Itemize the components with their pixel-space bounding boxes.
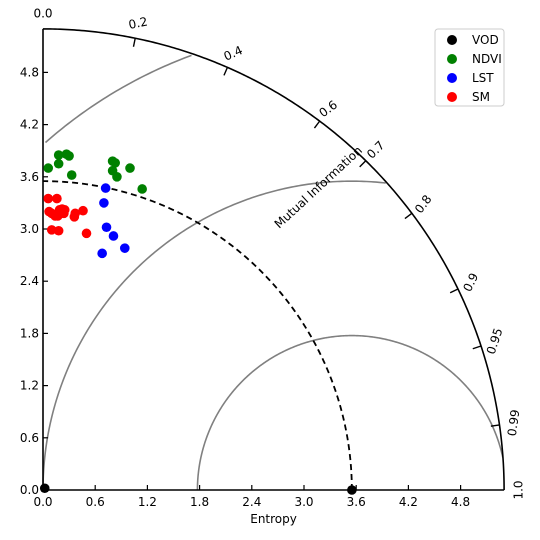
y-tick-label: 4.8 xyxy=(20,65,39,79)
lst-point xyxy=(99,198,109,208)
arc-tick-mark xyxy=(404,212,413,220)
vod-point xyxy=(39,483,50,494)
ndvi-point xyxy=(43,163,54,173)
x-tick-label: 0.0 xyxy=(33,495,52,509)
arc-tick-label: 0.2 xyxy=(127,14,149,32)
legend-label-vod: VOD xyxy=(472,33,499,47)
legend-label-sm: SM xyxy=(472,90,490,104)
legend-items: VOD NDVI LST SM xyxy=(447,33,502,104)
arc-tick-label: 0.9 xyxy=(460,271,481,294)
y-tick-label: 0.0 xyxy=(20,483,39,497)
y-tick-label: 3.6 xyxy=(20,170,39,184)
sm-point xyxy=(59,208,69,219)
arc-tick-label: 0.4 xyxy=(222,43,245,63)
legend-marker-vod xyxy=(447,35,457,45)
x-tick-label: 4.8 xyxy=(451,495,470,509)
centered-arc-3 xyxy=(44,54,192,144)
x-axis-label: Entropy xyxy=(250,512,297,526)
sm-point xyxy=(78,205,88,216)
ndvi-point xyxy=(53,158,64,169)
outer-arc xyxy=(42,28,505,491)
x-tick-label: 2.4 xyxy=(242,495,261,509)
ndvi-point xyxy=(112,172,122,182)
x-tick-label: 0.6 xyxy=(86,495,105,509)
y-tick-label: 0.6 xyxy=(20,431,39,445)
x-tick-label: 3.6 xyxy=(347,495,366,509)
arc-tick-label: 0.7 xyxy=(364,138,387,161)
ndvi-point xyxy=(125,163,135,173)
y-tick-label: 3.0 xyxy=(20,222,39,236)
centered-arc-2 xyxy=(42,180,386,491)
arc-tick-mark xyxy=(472,345,482,350)
x-tick-label: 3.0 xyxy=(294,495,313,509)
ndvi-point xyxy=(66,170,77,180)
arc-tick-label: 0.8 xyxy=(412,192,435,216)
arc-tick-label: 0.99 xyxy=(505,409,523,437)
sm-point xyxy=(43,193,54,204)
arc-axis-label: Mutual Information xyxy=(272,143,365,231)
y-tick-label: 4.2 xyxy=(20,118,39,132)
lst-point xyxy=(108,231,119,241)
arc-tick-label: 0.6 xyxy=(316,98,340,121)
arc-tick-mark xyxy=(490,424,500,427)
arc-tick-mark xyxy=(132,38,136,47)
sm-point xyxy=(46,225,57,235)
arc-tick-label: 0.95 xyxy=(484,326,506,356)
legend-label-ndvi: NDVI xyxy=(472,52,502,66)
y-tick-label: 2.4 xyxy=(20,274,39,288)
lst-point xyxy=(100,183,111,193)
diagram-axes: 0.0 0.6 1.2 1.8 2.4 3.0 3.6 4.2 4.8 0.6 1.2 1.8 2.4 3… xyxy=(20,7,525,509)
legend-marker-ndvi xyxy=(447,54,457,64)
lst-point xyxy=(119,243,130,253)
ndvi-point xyxy=(64,151,74,161)
diagram-arcs xyxy=(42,54,504,491)
sm-point xyxy=(81,228,92,239)
arc-tick-mark xyxy=(359,160,367,168)
lst-point xyxy=(101,222,112,233)
y-tick-label: 1.8 xyxy=(20,326,39,340)
arc-tick-label: 0.0 xyxy=(33,7,52,21)
reference-arc xyxy=(42,180,353,491)
lst-point xyxy=(97,248,107,259)
legend-marker-sm xyxy=(447,92,457,102)
ndvi-point xyxy=(53,150,64,160)
arc-tick-mark xyxy=(223,67,229,76)
sm-point xyxy=(53,225,64,236)
legend-label-lst: LST xyxy=(472,71,494,85)
arc-tick-label: 1.0 xyxy=(511,480,525,499)
x-tick-label: 1.8 xyxy=(190,495,209,509)
centered-arc-1 xyxy=(196,334,504,491)
legend-marker-lst xyxy=(447,73,457,83)
sm-point xyxy=(69,212,80,222)
x-tick-label: 1.2 xyxy=(138,495,157,509)
arc-tick-mark xyxy=(313,120,321,129)
sm-point xyxy=(52,193,62,204)
legend: VOD NDVI LST SM xyxy=(434,28,505,107)
ndvi-point xyxy=(110,158,121,168)
data-points xyxy=(39,149,357,495)
x-tick-label: 4.2 xyxy=(399,495,418,509)
y-tick-label: 1.2 xyxy=(20,379,39,393)
arc-tick-mark xyxy=(449,288,459,294)
legend-frame xyxy=(434,28,505,107)
vod-point xyxy=(347,485,357,495)
ndvi-point xyxy=(137,184,147,194)
